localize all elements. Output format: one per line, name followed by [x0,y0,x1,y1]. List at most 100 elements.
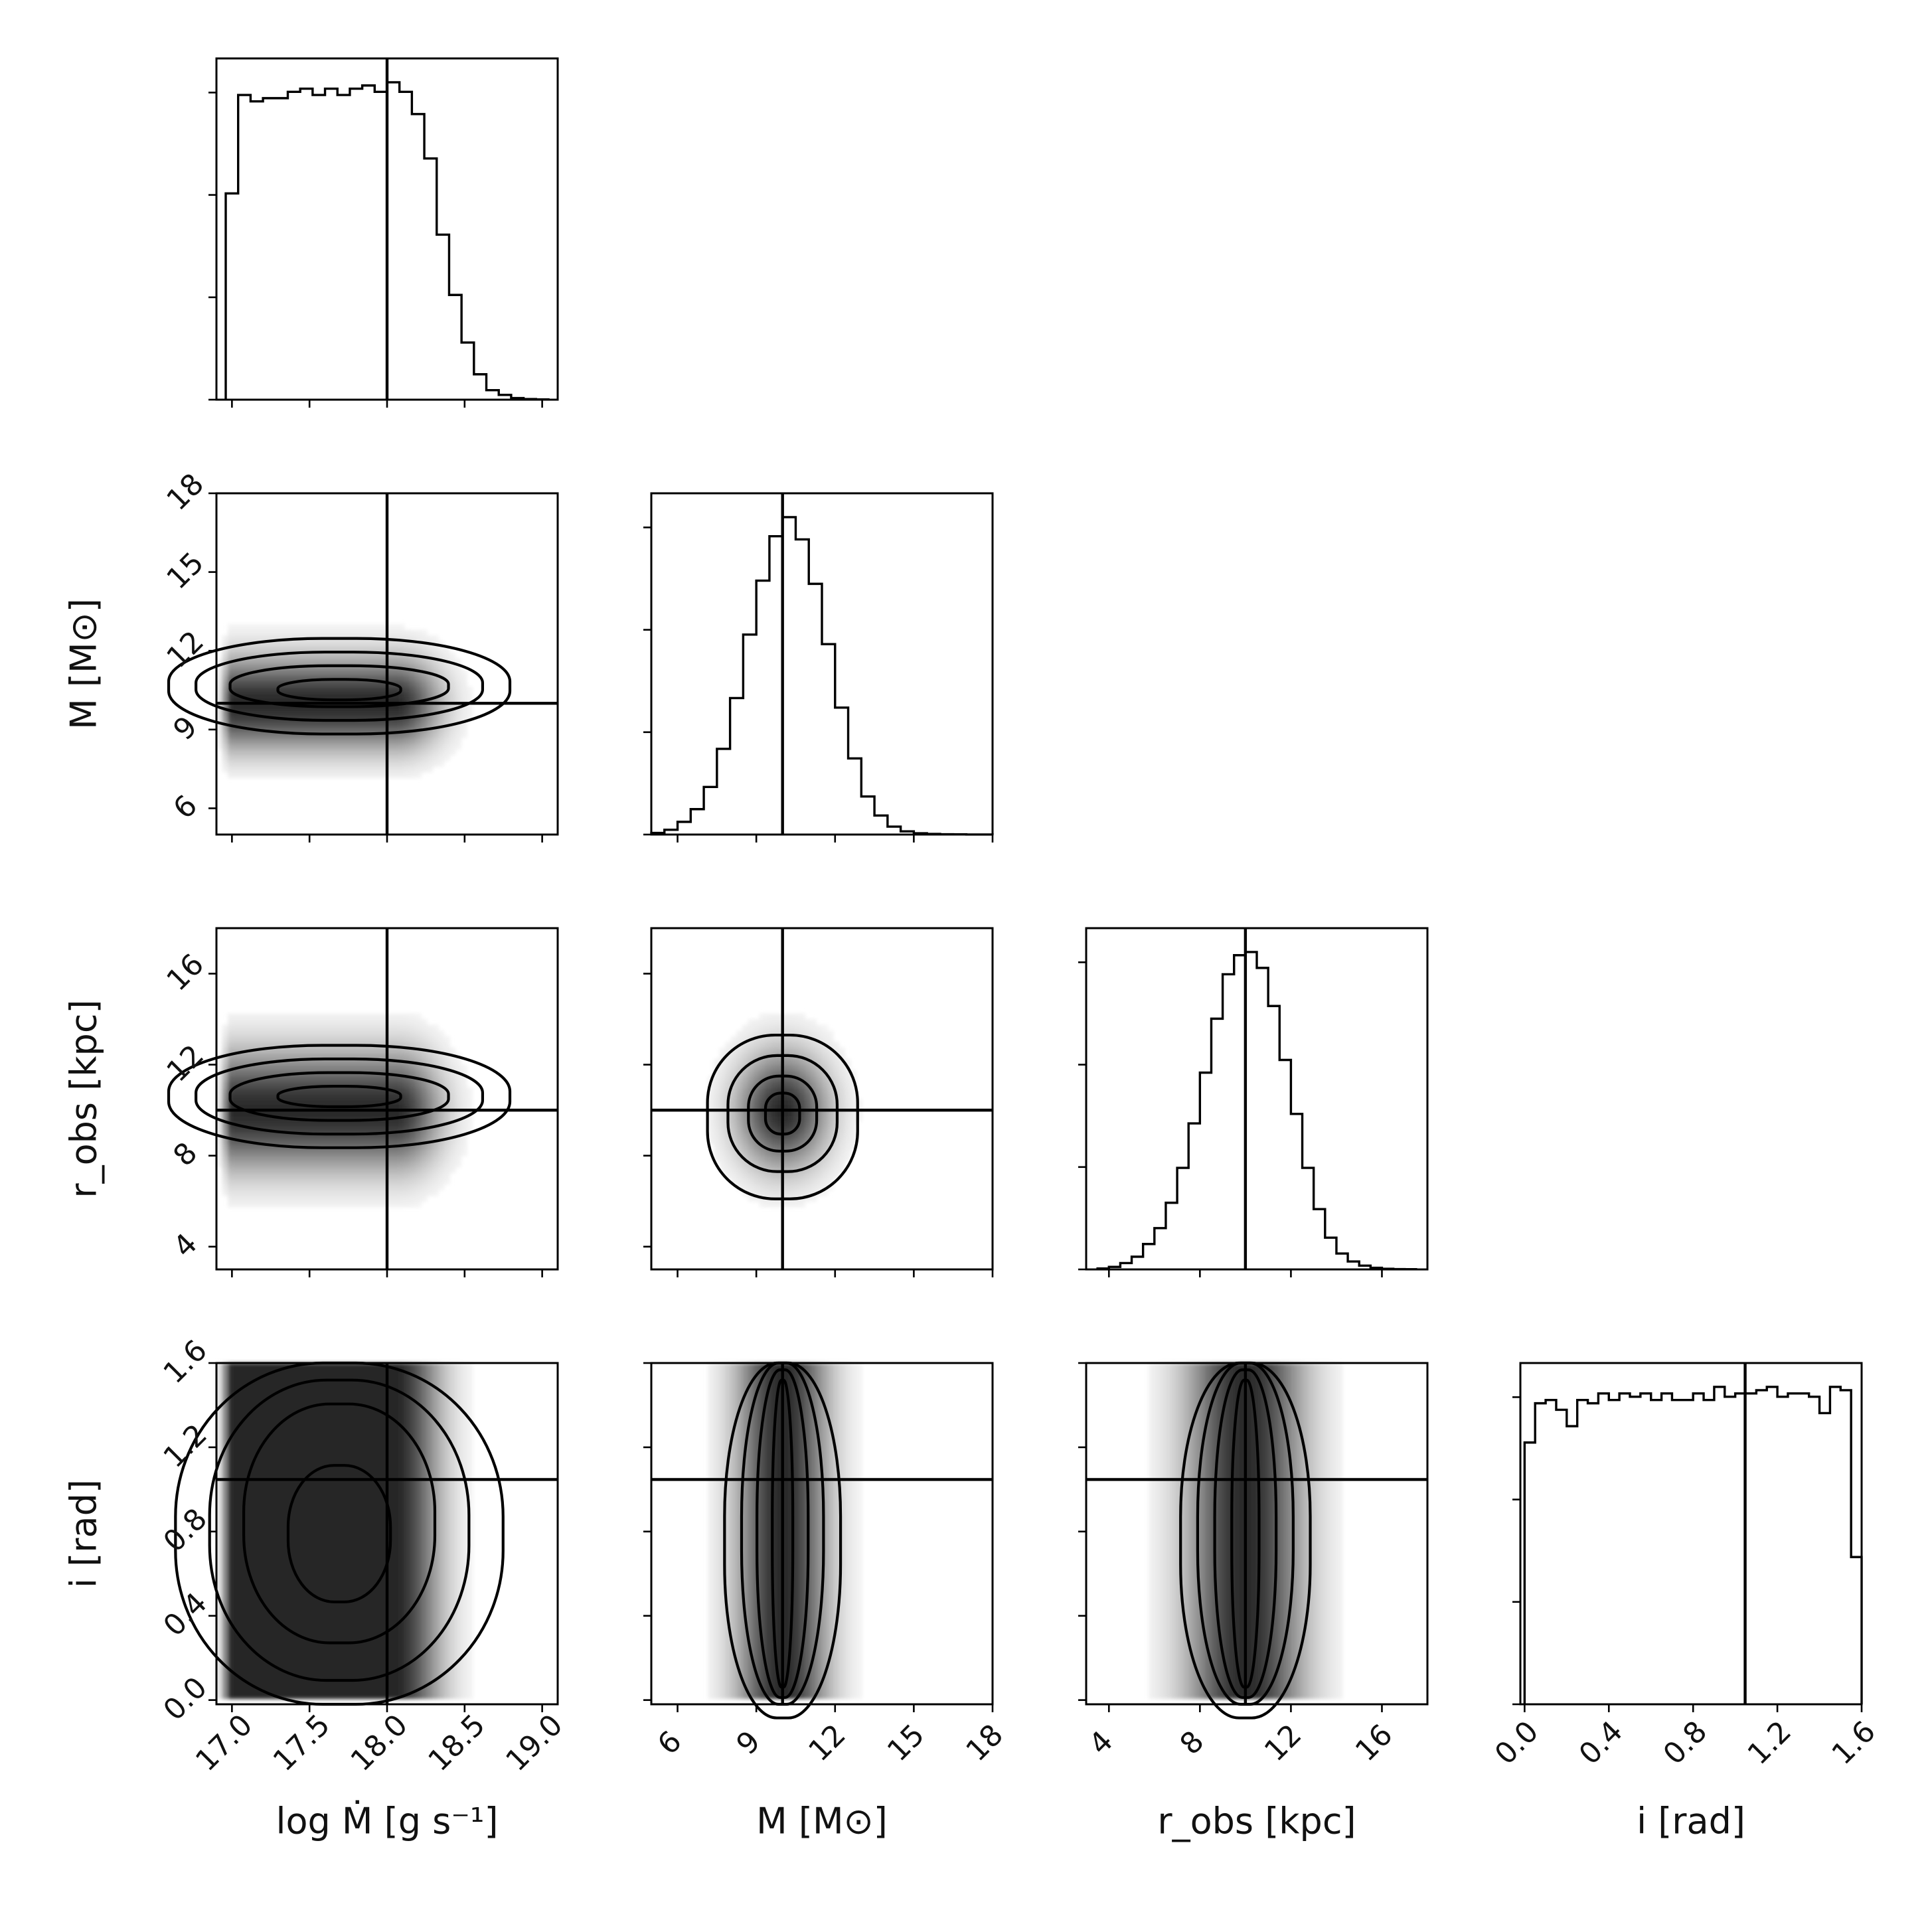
density-cell [262,1562,268,1568]
density-cell [381,624,388,631]
density-cell [330,1454,337,1461]
density-cell [359,715,365,722]
density-cell [324,669,331,676]
density-cell [810,1070,817,1077]
density-cell [805,1042,811,1048]
density-cell [353,1550,359,1557]
density-cell [335,1596,343,1603]
density-cell [370,1099,376,1105]
density-cell [273,1408,280,1415]
density-cell [370,1019,376,1026]
density-cell [295,1619,303,1625]
density-cell [319,1579,325,1585]
density-cell [222,1641,228,1648]
density-cell [759,1184,765,1190]
density-cell [239,1190,246,1196]
density-cell [387,771,394,778]
density-cell [748,1121,754,1128]
density-cell [364,760,370,767]
density-cell [233,1636,240,1643]
density-cell [273,1448,280,1455]
density-cell [776,1019,783,1026]
density-cell [364,1190,370,1196]
density-cell [262,1676,268,1682]
density-cell [216,1138,223,1145]
density-cell [222,1471,228,1477]
density-cell [319,681,325,687]
density-cell [244,1607,251,1614]
density-cell [319,743,325,750]
density-cell [324,1127,331,1133]
density-cell [301,1499,308,1506]
density-cell [307,1568,314,1574]
density-cell [443,709,450,716]
density-cell [319,1419,325,1426]
density-cell [335,629,343,636]
density-cell [307,1431,314,1437]
density-cell [256,1104,263,1111]
density-cell [307,1664,314,1671]
density-cell [410,1042,416,1048]
density-cell [324,1488,331,1494]
density-cell [324,1664,331,1671]
density-cell [375,1195,382,1202]
density-cell [216,1687,223,1694]
density-cell [324,1386,331,1392]
density-cell [284,1562,291,1568]
density-cell [370,771,376,778]
density-cell [359,1488,365,1494]
density-cell [256,1391,263,1398]
density-cell [216,1391,223,1398]
density-cell [313,1380,319,1386]
density-cell [222,1076,228,1082]
density-cell [239,1178,246,1185]
density-cell [239,1590,246,1597]
density-cell [759,1127,765,1133]
density-cell [222,1465,228,1472]
density-cell [353,647,359,653]
density-cell [256,749,263,756]
density-cell [816,1144,823,1151]
density-cell [284,1133,291,1139]
density-cell [392,1030,399,1037]
density-cell [239,681,246,687]
density-cell [359,771,365,778]
density-cell [782,1178,789,1185]
density-cell [341,1059,348,1066]
density-cell [449,669,456,676]
density-cell [290,1488,297,1494]
density-cell [279,1670,285,1676]
density-cell [432,681,439,687]
density-cell [375,1030,382,1037]
density-cell [335,1499,343,1506]
density-cell [301,641,308,647]
density-cell [307,726,314,733]
density-cell [387,647,394,653]
density-cell [233,1380,240,1386]
density-cell [250,1184,257,1190]
density-cell [233,738,240,744]
density-cell [461,726,467,733]
density-cell [273,1030,280,1037]
density-cell [222,1613,228,1620]
density-cell [301,1596,308,1603]
density-cell [805,1115,811,1122]
density-cell [404,1019,410,1026]
density-cell [387,709,394,716]
density-cell [250,1539,257,1546]
density-cell [364,1437,370,1443]
density-cell [279,1167,285,1173]
density-cell [845,1087,851,1094]
density-cell [805,1195,811,1202]
density-cell [770,1121,777,1128]
density-cell [415,703,422,710]
density-cell [244,1528,251,1534]
density-cell [398,1190,405,1196]
density-cell [239,1687,246,1694]
density-cell [341,749,348,756]
density-cell [250,766,257,773]
density-cell [770,1115,777,1122]
density-cell [233,1625,240,1631]
density-cell [319,709,325,716]
density-cell [295,1647,303,1654]
